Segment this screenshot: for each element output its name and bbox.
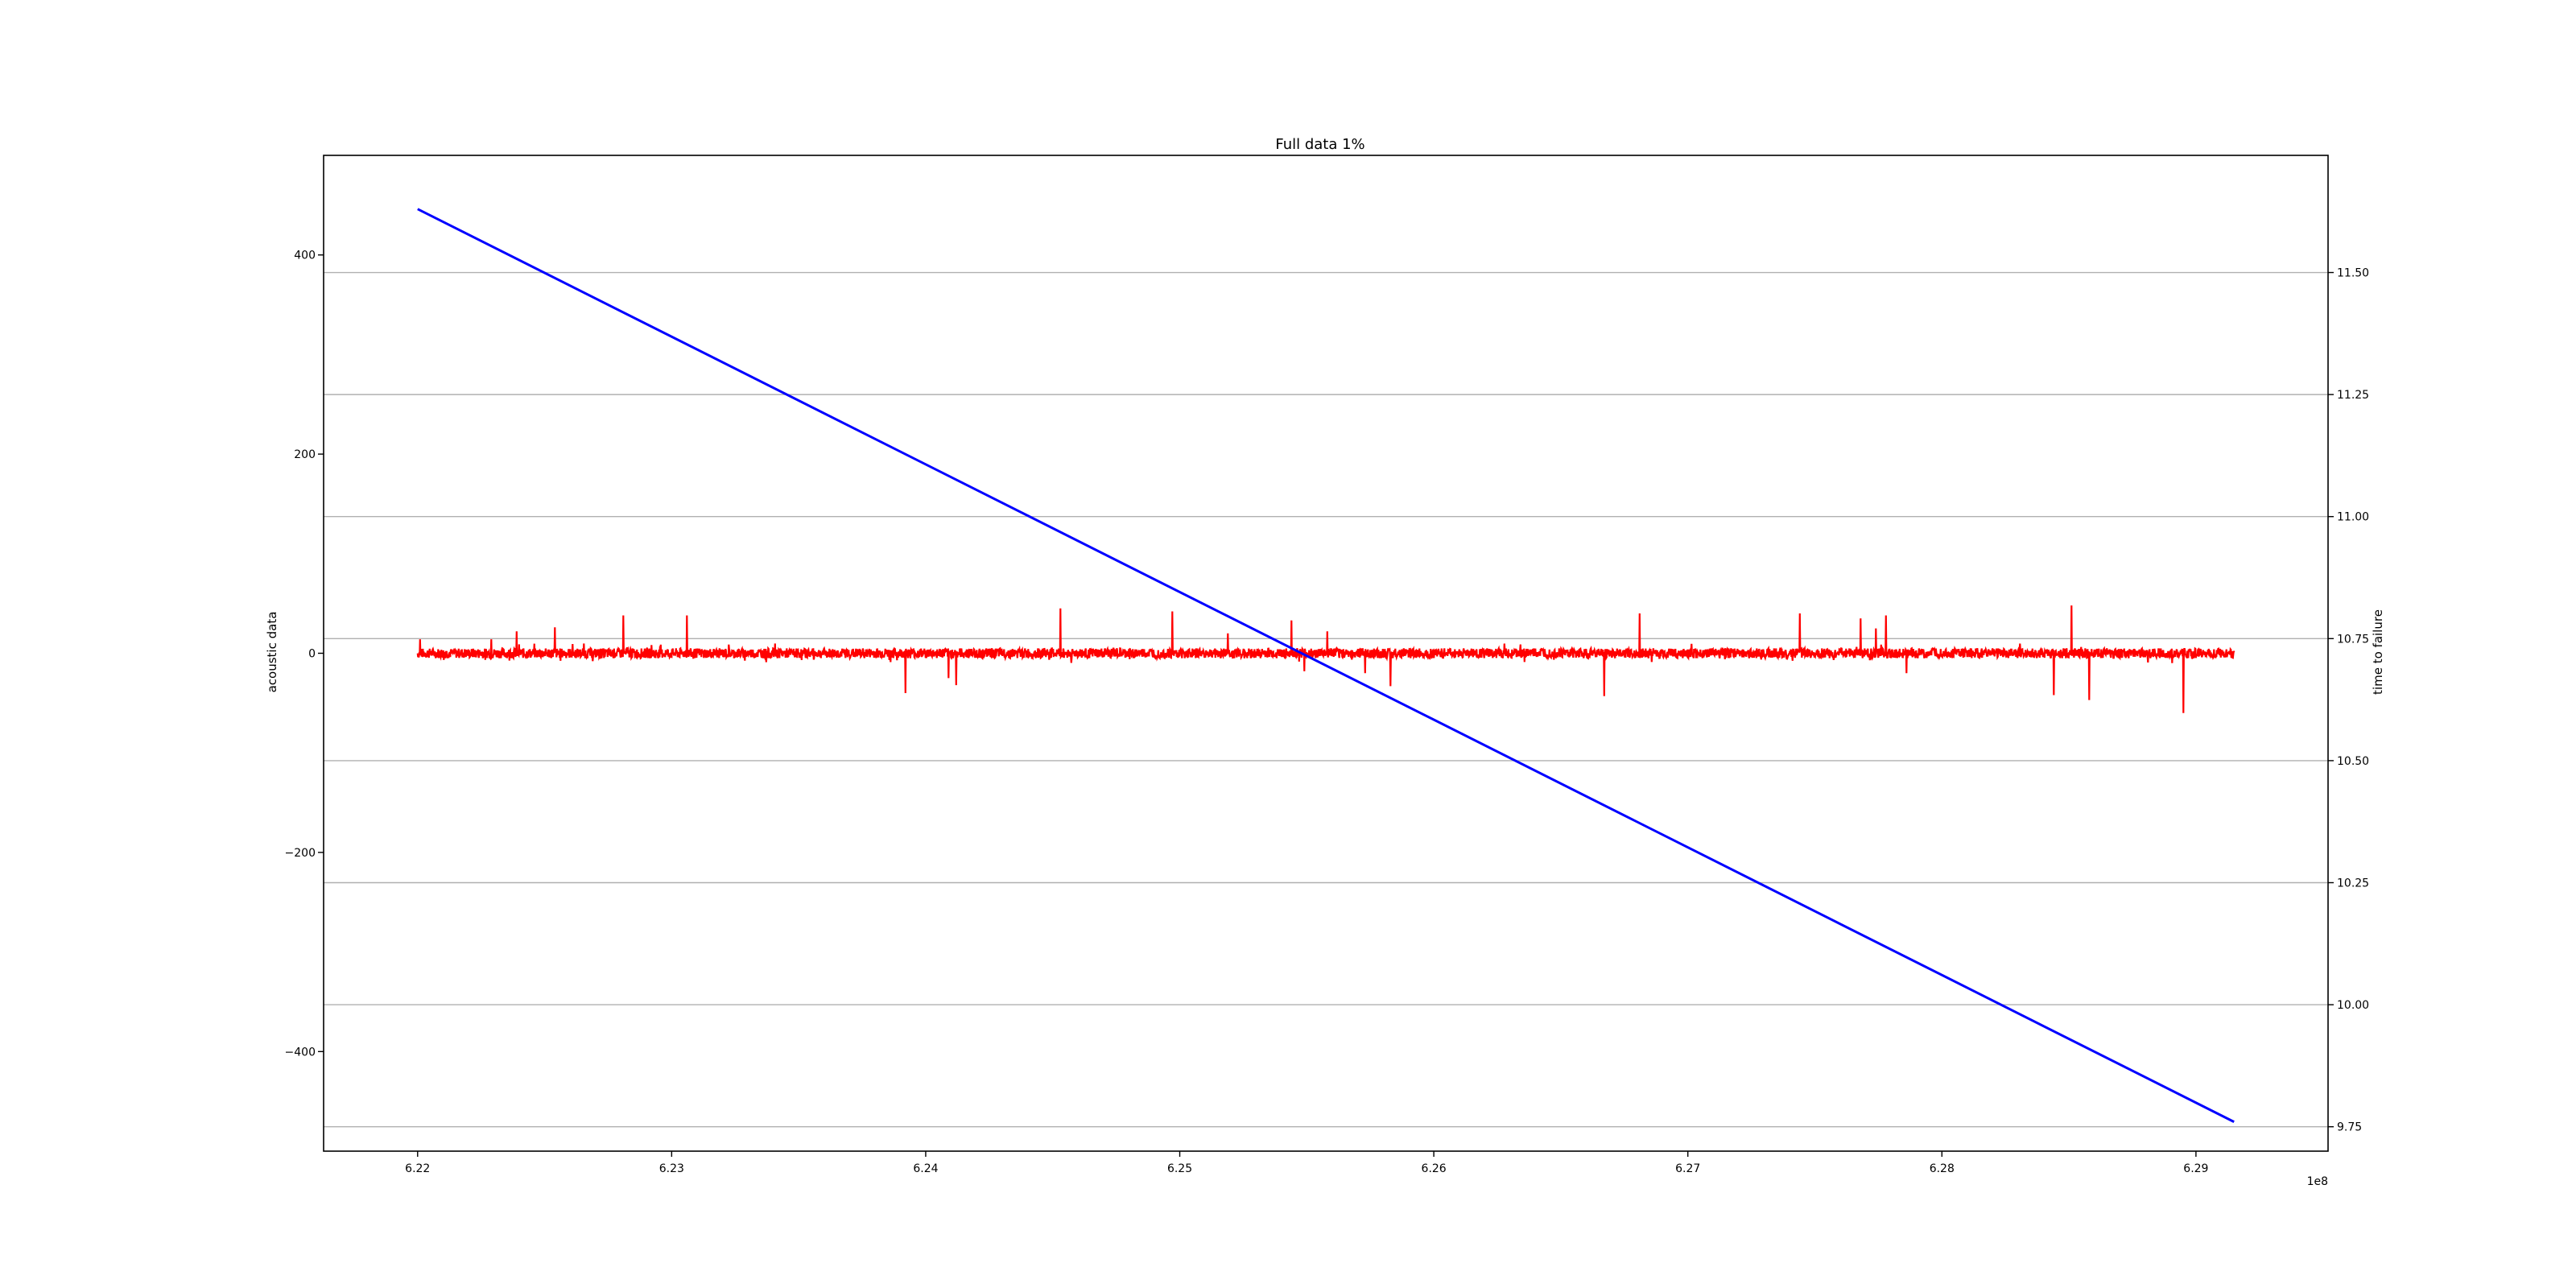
x-offset-label: 1e8 bbox=[2307, 1175, 2328, 1188]
right-tick-label: 10.50 bbox=[2337, 755, 2369, 768]
left-y-axis: −400 −200 0 200 400 bbox=[285, 250, 324, 1059]
acoustic-data-series bbox=[416, 605, 2235, 713]
left-tick-label: −200 bbox=[285, 847, 316, 860]
x-tick-label: 6.28 bbox=[1930, 1162, 1955, 1175]
chart-title: Full data 1% bbox=[1275, 136, 1364, 153]
left-tick-label: 0 bbox=[308, 648, 316, 661]
right-tick-label: 11.50 bbox=[2337, 267, 2369, 280]
x-tick-label: 6.24 bbox=[913, 1162, 938, 1175]
right-tick-label: 11.00 bbox=[2337, 511, 2369, 524]
right-tick-label: 10.75 bbox=[2337, 633, 2369, 646]
right-axis-label: time to failure bbox=[2371, 609, 2385, 695]
x-tick-label: 6.25 bbox=[1167, 1162, 1192, 1175]
left-tick-label: 400 bbox=[294, 250, 316, 262]
x-tick-label: 6.27 bbox=[1675, 1162, 1700, 1175]
right-tick-label: 11.25 bbox=[2337, 389, 2369, 402]
x-tick-label: 6.22 bbox=[405, 1162, 430, 1175]
x-tick-label: 6.23 bbox=[659, 1162, 684, 1175]
time-to-failure-series bbox=[417, 208, 2235, 1123]
left-tick-label: 200 bbox=[294, 448, 316, 461]
right-tick-label: 9.75 bbox=[2337, 1121, 2362, 1134]
right-y-axis: 9.75 10.00 10.25 10.50 10.75 11.00 11.25 11.50 bbox=[2328, 267, 2369, 1134]
grid-lines bbox=[324, 271, 2328, 1128]
x-axis: 6.22 6.23 6.24 6.25 6.26 6.27 6.28 6.29 bbox=[405, 1151, 2208, 1175]
right-tick-label: 10.25 bbox=[2337, 877, 2369, 890]
x-tick-label: 6.26 bbox=[1422, 1162, 1447, 1175]
right-tick-label: 10.00 bbox=[2337, 999, 2369, 1012]
left-axis-label: acoustic data bbox=[265, 612, 279, 693]
x-tick-label: 6.29 bbox=[2183, 1162, 2208, 1175]
plot-area bbox=[416, 208, 2235, 1123]
left-tick-label: −400 bbox=[285, 1046, 316, 1059]
